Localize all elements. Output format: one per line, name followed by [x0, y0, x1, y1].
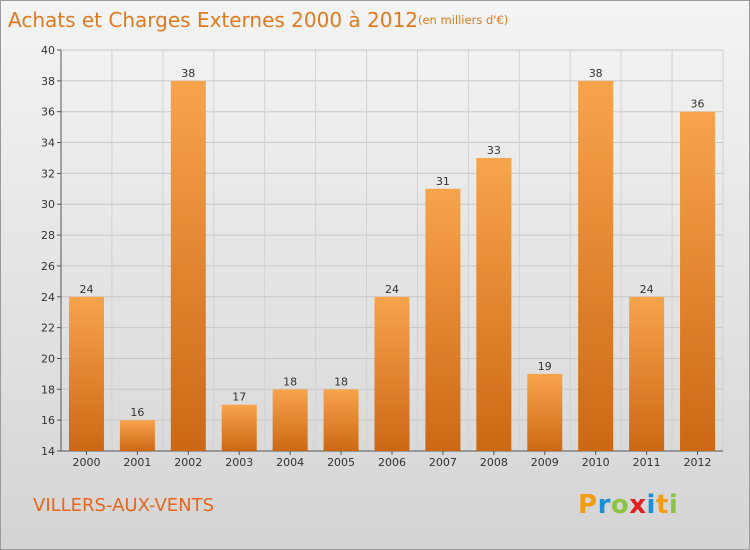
logo-letter: r: [597, 490, 611, 520]
x-tick-label: 2005: [327, 456, 355, 469]
bar: [221, 404, 257, 451]
x-tick-label: 2011: [633, 456, 661, 469]
proxiti-logo[interactable]: Proxiti: [578, 490, 678, 520]
y-tick-label: 14: [41, 445, 55, 458]
data-label: 16: [130, 406, 144, 419]
y-tick-label: 40: [41, 44, 55, 57]
bar: [374, 296, 410, 451]
data-label: 18: [334, 375, 348, 388]
y-tick-label: 16: [41, 414, 55, 427]
data-label: 24: [385, 283, 399, 296]
x-tick-label: 2003: [225, 456, 253, 469]
bar: [476, 157, 512, 451]
x-tick-label: 2004: [276, 456, 304, 469]
chart-subtitle: (en milliers d'€): [418, 13, 509, 27]
bar: [170, 80, 206, 451]
logo-letter: i: [646, 490, 656, 520]
logo-letter: i: [668, 490, 679, 520]
y-tick-label: 28: [41, 229, 55, 242]
bar: [680, 111, 716, 451]
data-label: 24: [79, 283, 93, 296]
y-tick-label: 20: [41, 352, 55, 365]
logo-letter: x: [629, 490, 647, 520]
y-tick-label: 24: [41, 291, 55, 304]
x-tick-label: 2006: [378, 456, 406, 469]
y-tick-label: 30: [41, 198, 55, 211]
x-tick-label: 2001: [123, 456, 151, 469]
labels: 14 16 18 20 22 24 26 28 30 32 34 36 38 40 24 2000 16 2001…: [41, 44, 712, 469]
data-label: 36: [691, 98, 705, 111]
bar: [323, 389, 359, 451]
x-tick-label: 2008: [480, 456, 508, 469]
data-label: 38: [589, 67, 603, 80]
bar: [629, 296, 665, 451]
y-tick-label: 32: [41, 167, 55, 180]
y-tick-label: 36: [41, 106, 55, 119]
data-label: 19: [538, 360, 552, 373]
bars: [68, 80, 716, 452]
chart-title: Achats et Charges Externes 2000 à 2012: [8, 8, 418, 32]
bar: [272, 389, 308, 451]
x-tick-label: 2002: [174, 456, 202, 469]
bar: [527, 373, 563, 451]
data-label: 24: [640, 283, 654, 296]
data-label: 17: [232, 391, 246, 404]
x-tick-label: 2012: [684, 456, 712, 469]
y-tick-label: 26: [41, 260, 55, 273]
bar: [119, 420, 155, 451]
bar: [68, 296, 104, 451]
data-label: 18: [283, 375, 297, 388]
data-label: 31: [436, 175, 450, 188]
data-label: 33: [487, 144, 501, 157]
x-tick-label: 2007: [429, 456, 457, 469]
y-tick-label: 34: [41, 137, 55, 150]
logo-letter: o: [610, 490, 630, 520]
logo-letter: t: [655, 490, 669, 520]
x-tick-label: 2000: [72, 456, 100, 469]
bar: [578, 80, 614, 451]
town-name: VILLERS-AUX-VENTS: [33, 495, 215, 516]
y-tick-label: 22: [41, 322, 55, 335]
x-tick-label: 2009: [531, 456, 559, 469]
bar: [425, 188, 461, 452]
x-tick-label: 2010: [582, 456, 610, 469]
data-label: 38: [181, 67, 195, 80]
logo-letter: P: [578, 490, 598, 520]
y-tick-label: 18: [41, 383, 55, 396]
y-tick-label: 38: [41, 75, 55, 88]
